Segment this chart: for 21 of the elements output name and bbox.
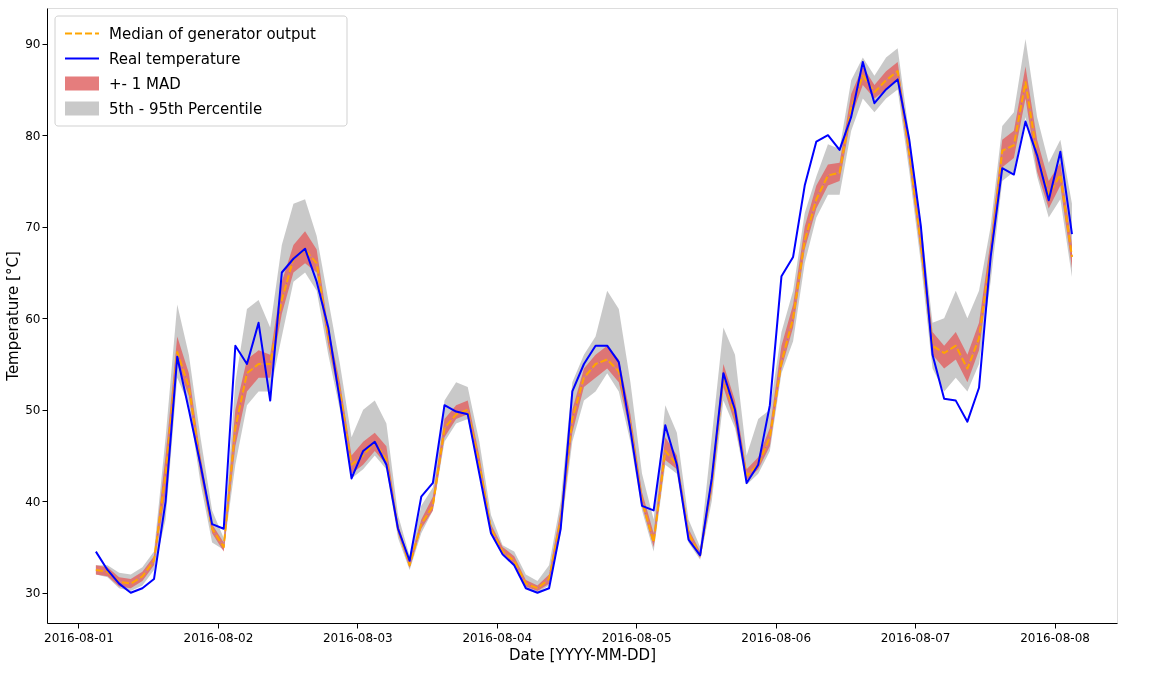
legend-label: Median of generator output bbox=[109, 24, 316, 43]
y-tick-label: 60 bbox=[25, 311, 41, 326]
legend-label: Real temperature bbox=[109, 49, 241, 68]
y-tick-label: 40 bbox=[25, 494, 41, 509]
x-tick-label: 2016-08-06 bbox=[741, 630, 812, 645]
legend-label: 5th - 95th Percentile bbox=[109, 99, 263, 118]
x-tick-label: 2016-08-02 bbox=[183, 630, 254, 645]
x-tick-label: 2016-08-07 bbox=[880, 630, 951, 645]
y-tick-label: 80 bbox=[25, 128, 41, 143]
y-tick-label: 70 bbox=[25, 220, 41, 235]
x-tick-label: 2016-08-01 bbox=[44, 630, 114, 645]
y-axis-title: Temperature [°C] bbox=[4, 251, 23, 382]
x-tick-label: 2016-08-05 bbox=[601, 630, 672, 645]
x-axis-title: Date [YYYY-MM-DD] bbox=[508, 645, 657, 664]
x-tick-label: 2016-08-03 bbox=[322, 630, 393, 645]
y-tick-label: 50 bbox=[25, 403, 41, 418]
legend-label: +- 1 MAD bbox=[109, 74, 181, 93]
y-tick-label: 90 bbox=[25, 37, 41, 52]
y-tick-label: 30 bbox=[25, 586, 41, 601]
x-tick-label: 2016-08-08 bbox=[1020, 630, 1090, 645]
x-tick-label: 2016-08-04 bbox=[462, 630, 533, 645]
